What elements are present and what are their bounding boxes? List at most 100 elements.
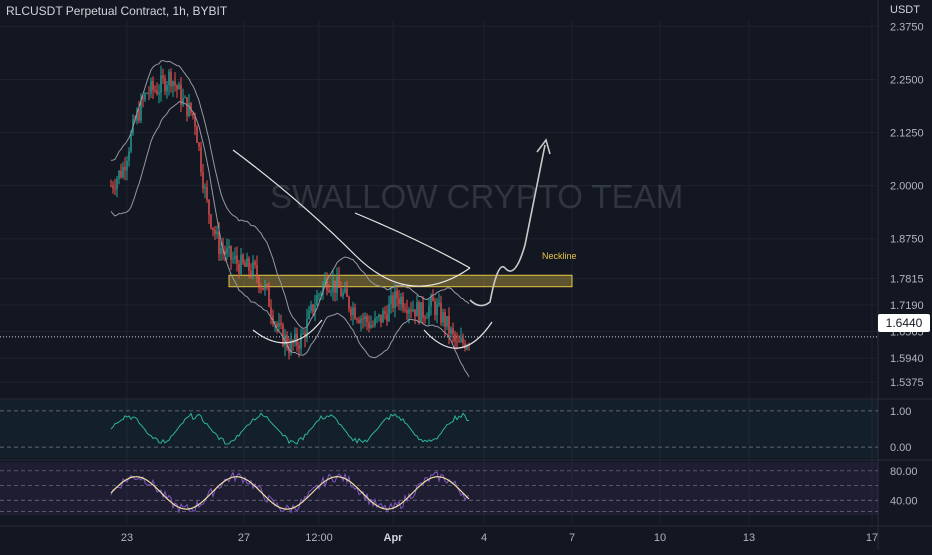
candle-body — [246, 258, 248, 267]
candle-body — [218, 231, 220, 254]
candle-body — [228, 246, 230, 249]
candle-body — [440, 302, 442, 323]
trendline-1 — [232, 149, 471, 287]
candle-body — [256, 264, 258, 278]
candle-body — [358, 319, 360, 323]
candle-body — [360, 318, 362, 323]
candle-body — [448, 315, 450, 334]
candle-body — [376, 317, 378, 319]
candle-body — [298, 345, 300, 349]
candle-body — [334, 280, 336, 293]
candle-body — [454, 334, 456, 342]
candle-body — [308, 310, 310, 319]
candle-body — [354, 307, 356, 319]
candle-body — [390, 295, 392, 304]
candle-body — [116, 178, 118, 189]
candle-body — [310, 304, 312, 311]
candle-body — [282, 324, 284, 346]
candle-body — [424, 317, 426, 319]
candle-body — [314, 305, 316, 313]
candle-body — [280, 323, 282, 325]
time-tick-label: 27 — [238, 532, 250, 544]
candle-body — [206, 187, 208, 200]
candle-body — [268, 286, 270, 307]
candle-body — [202, 172, 204, 189]
candle-body — [332, 280, 334, 292]
candle-body — [450, 328, 452, 334]
candle-body — [328, 290, 330, 292]
candle-body — [364, 316, 366, 320]
stoch-pane-bg — [0, 462, 878, 515]
projection-path — [469, 144, 546, 307]
neckline-zone — [228, 274, 573, 288]
price-tick-label: 1.5375 — [890, 377, 924, 389]
time-tick-label: 17 — [866, 532, 878, 544]
candle-body — [230, 246, 232, 260]
candle-body — [182, 97, 184, 105]
cup-arc-right — [423, 321, 493, 349]
candle-body — [278, 323, 280, 327]
candle-body — [196, 126, 198, 143]
candle-body — [384, 310, 386, 314]
price-tick-label: 2.2500 — [890, 74, 924, 86]
candle-body — [434, 301, 436, 315]
candle-body — [392, 295, 394, 309]
rsi-tick-label: 0.00 — [890, 442, 911, 454]
candle-body — [208, 199, 210, 215]
candle-body — [144, 93, 146, 100]
price-tick-label: 1.5940 — [890, 353, 924, 365]
price-axis-bg — [878, 0, 932, 550]
candle-body — [452, 328, 454, 335]
candle-body — [120, 170, 122, 178]
stoch-tick-label: 80.00 — [890, 466, 918, 478]
candle-body — [394, 290, 396, 309]
candle-body — [166, 85, 168, 92]
candle-body — [286, 335, 288, 348]
candle-body — [304, 333, 306, 338]
chart-title: RLCUSDT Perpetual Contract, 1h, BYBIT — [6, 4, 228, 18]
neckline-label: Neckline — [542, 251, 577, 261]
candle-body — [386, 313, 388, 322]
candle-body — [410, 309, 412, 312]
candle-body — [148, 93, 150, 95]
candle-body — [276, 323, 278, 327]
candle-body — [446, 315, 448, 327]
candle-body — [302, 333, 304, 335]
candle-body — [270, 306, 272, 316]
candle-body — [238, 263, 240, 274]
candle-body — [352, 307, 354, 316]
candle-body — [468, 345, 470, 347]
candle-body — [186, 97, 188, 116]
candle-body — [318, 294, 320, 296]
candle-body — [212, 227, 214, 231]
candle-body — [226, 248, 228, 254]
current-price-tag: 1.6440 — [878, 314, 930, 332]
candle-body — [396, 290, 398, 299]
candle-body — [170, 71, 172, 87]
candle-body — [336, 276, 338, 293]
time-tick-label: 23 — [121, 532, 133, 544]
candle-body — [232, 258, 234, 260]
candle-body — [416, 302, 418, 317]
candle-body — [380, 314, 382, 323]
candle-body — [258, 277, 260, 288]
time-tick-label: 12:00 — [305, 532, 333, 544]
candle-body — [260, 287, 262, 289]
time-tick-label: 13 — [743, 532, 755, 544]
candle-body — [346, 288, 348, 297]
candle-body — [154, 90, 156, 92]
time-tick-label: 10 — [654, 532, 666, 544]
time-tick-label: 7 — [569, 532, 575, 544]
candle-body — [180, 84, 182, 105]
candle-body — [112, 185, 114, 189]
candle-body — [142, 98, 144, 100]
candle-body — [368, 321, 370, 328]
candle-body — [220, 247, 222, 254]
candle-body — [124, 167, 126, 171]
candle-body — [348, 296, 350, 310]
candle-body — [234, 255, 236, 259]
candle-body — [158, 92, 160, 95]
candle-body — [344, 288, 346, 293]
